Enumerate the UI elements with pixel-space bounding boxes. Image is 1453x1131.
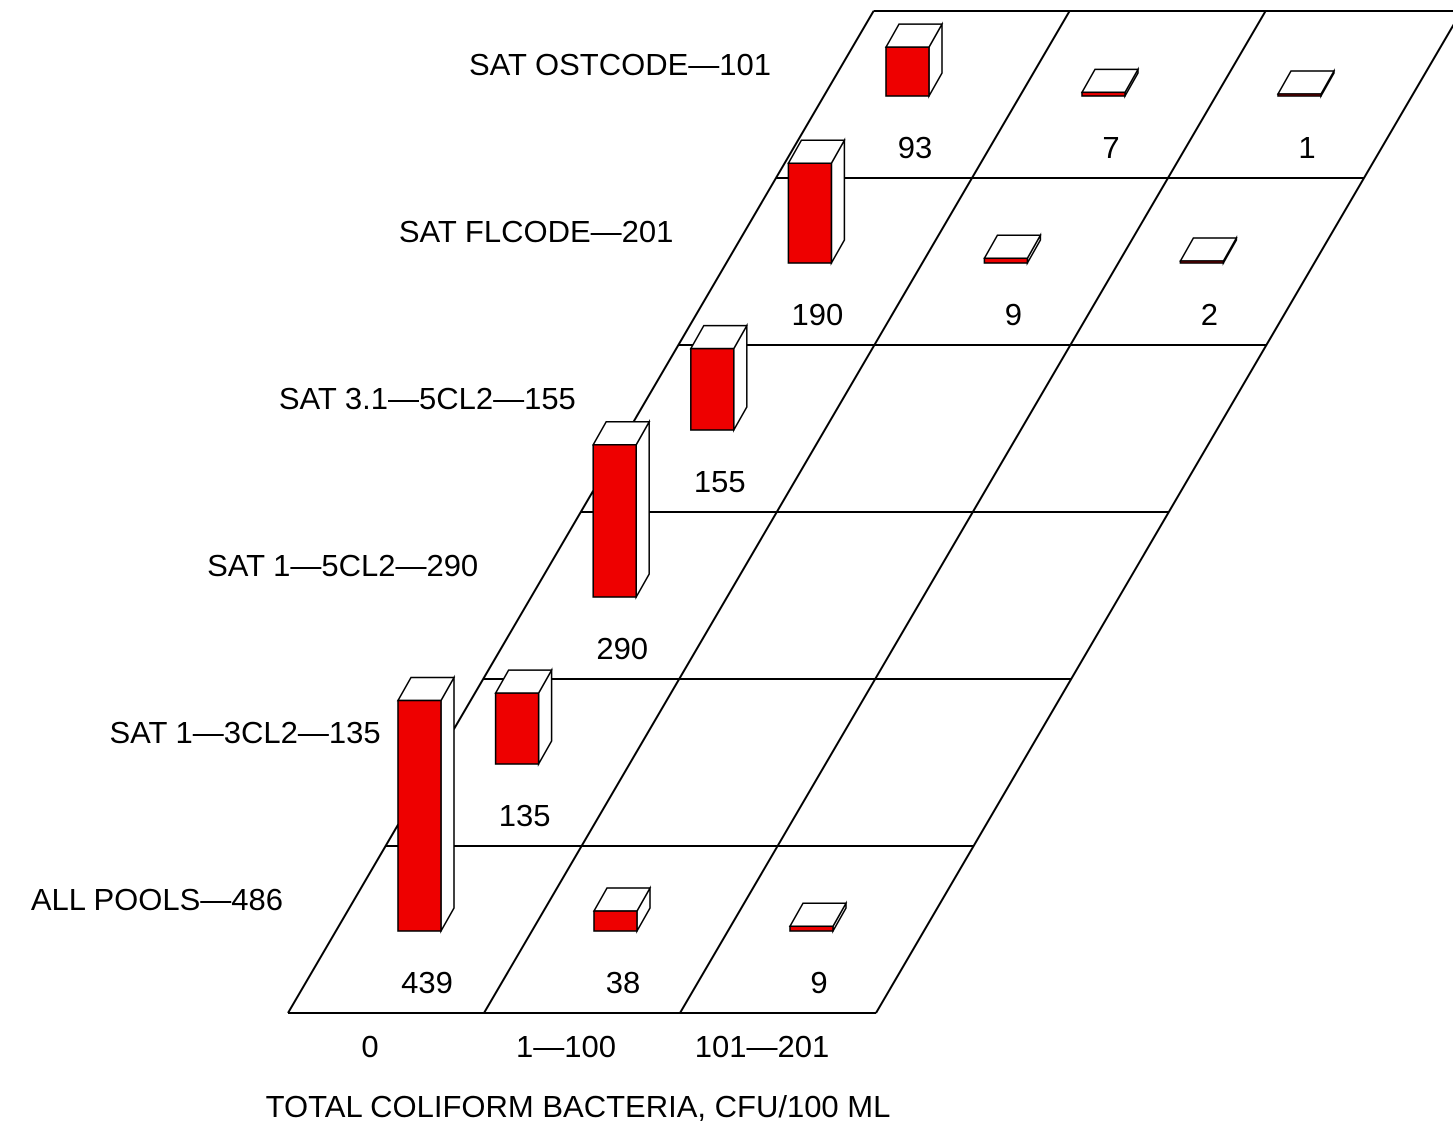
bar [1081,91,1126,97]
row-label: ALL POOLS—486 [31,882,283,917]
bar [1179,260,1225,264]
bar-value-label: 290 [596,631,648,666]
bar-value-label: 93 [898,130,932,165]
bar-value-label: 1 [1298,130,1315,165]
row-label: SAT OSTCODE—101 [469,47,771,82]
bar-side [440,674,455,934]
bar-value-label: 38 [606,965,640,1000]
bar [690,347,735,431]
row-label: SAT 1—3CL2—135 [109,715,380,750]
bars [396,21,1336,934]
bar-value-label: 2 [1201,297,1218,332]
bar-top [1179,237,1238,262]
bar [885,46,930,97]
row-label: SAT 1—5CL2—290 [207,548,478,583]
bar [787,162,833,264]
x-axis-title: TOTAL COLIFORM BACTERIA, CFU/100 ML [266,1089,891,1124]
x-tick-label: 101—201 [695,1029,829,1064]
grid-column-line [287,10,875,1014]
row-label: SAT 3.1—5CL2—155 [279,381,576,416]
grid-column-line [875,23,1453,1014]
bar-side [635,418,650,600]
bar-value-label: 190 [792,297,844,332]
bar [592,444,637,598]
bar [593,910,638,932]
bar-top [1276,70,1336,95]
labels: 0 1—100 101—201 ALL POOLS—486 SAT 1—3CL2—135… [31,47,1316,1064]
bar [983,257,1029,264]
floor-grid [287,10,1453,1014]
bar-value-label: 7 [1102,130,1119,165]
bar-value-label: 135 [499,798,551,833]
x-tick-label: 0 [361,1029,378,1064]
grid-column-line [483,10,1071,1014]
bar-value-label: 9 [810,965,827,1000]
x-tick-label: 1—100 [516,1029,616,1064]
row-label: SAT FLCODE—201 [399,214,674,249]
bar-value-label: 155 [694,464,746,499]
bar [1277,93,1322,97]
bar [789,925,834,932]
bar [397,699,442,932]
bar [494,692,540,765]
grid-column-line [679,10,1267,1014]
bar-value-label: 439 [401,965,453,1000]
bar-value-label: 9 [1005,297,1022,332]
